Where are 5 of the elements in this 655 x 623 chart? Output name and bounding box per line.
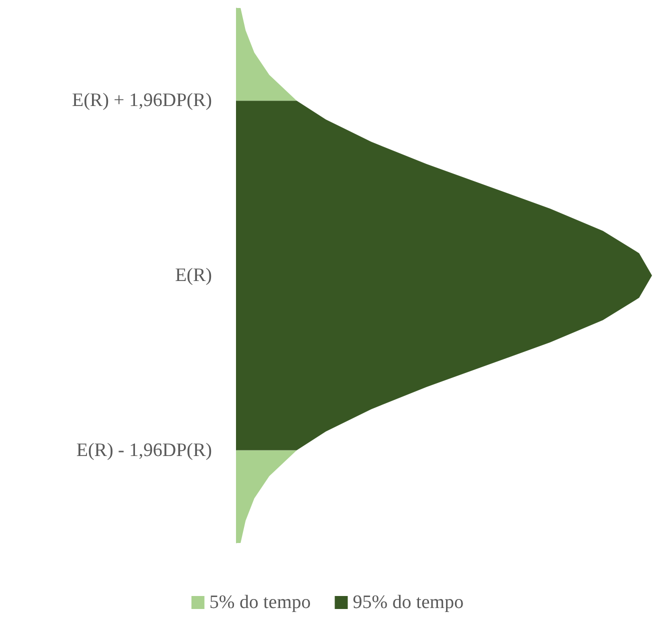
y-tick-label: E(R) bbox=[175, 265, 212, 286]
y-tick-label: E(R) - 1,96DP(R) bbox=[76, 440, 212, 461]
legend-label: 95% do tempo bbox=[352, 592, 464, 613]
y-tick-label: E(R) + 1,96DP(R) bbox=[72, 90, 212, 112]
legend-label: 5% do tempo bbox=[209, 592, 311, 613]
